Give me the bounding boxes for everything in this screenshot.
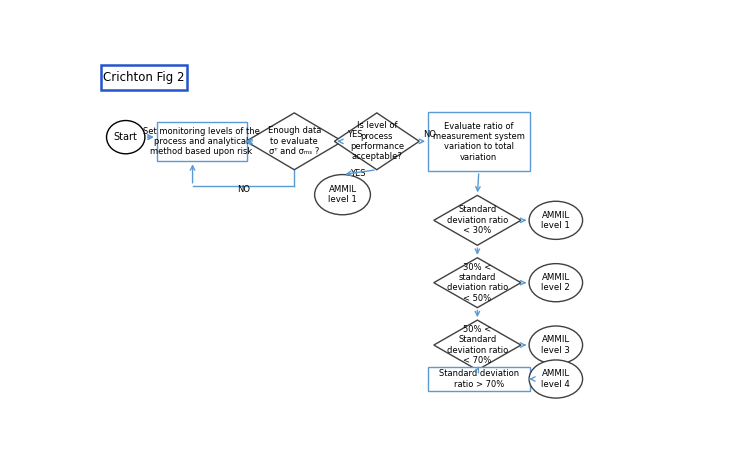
Text: Set monitoring levels of the
process and analytical
method based upon risk: Set monitoring levels of the process and… [143,126,260,157]
Ellipse shape [315,175,370,215]
Text: 50% <
Standard
deviation ratio
< 70%: 50% < Standard deviation ratio < 70% [447,325,508,365]
Ellipse shape [106,121,145,154]
Text: NO: NO [423,130,436,139]
Text: AMMIL
level 4: AMMIL level 4 [542,369,570,389]
Bar [428,367,530,392]
Polygon shape [433,258,521,308]
Text: Is level of
process
performance
acceptable?: Is level of process performance acceptab… [350,121,404,162]
Text: Standard deviation
ratio > 70%: Standard deviation ratio > 70% [439,369,519,389]
Bar [100,65,187,90]
Text: AMMIL
level 1: AMMIL level 1 [542,211,570,230]
Polygon shape [433,195,521,245]
Text: AMMIL
level 3: AMMIL level 3 [542,335,570,355]
Text: YES: YES [347,130,363,139]
Text: AMMIL
level 2: AMMIL level 2 [542,273,570,292]
Polygon shape [433,320,521,370]
Text: Enough data
to evaluate
σᵀ and σₘₛ ?: Enough data to evaluate σᵀ and σₘₛ ? [268,126,321,156]
Text: Crichton Fig 2: Crichton Fig 2 [103,72,184,85]
Polygon shape [334,113,419,170]
Text: Standard
deviation ratio
< 30%: Standard deviation ratio < 30% [447,205,508,235]
Polygon shape [246,113,343,170]
Text: 30% <
standard
deviation ratio
< 50%: 30% < standard deviation ratio < 50% [447,263,508,303]
Text: NO: NO [237,185,250,194]
Text: AMMIL
level 1: AMMIL level 1 [328,185,357,204]
Bar [157,122,247,162]
Ellipse shape [529,201,583,239]
Text: YES: YES [350,169,366,178]
Text: Start: Start [114,132,138,142]
Ellipse shape [529,264,583,302]
Text: Evaluate ratio of
measurement system
variation to total
variation: Evaluate ratio of measurement system var… [433,122,525,162]
Bar [428,112,530,171]
Ellipse shape [529,326,583,364]
Ellipse shape [529,360,583,398]
